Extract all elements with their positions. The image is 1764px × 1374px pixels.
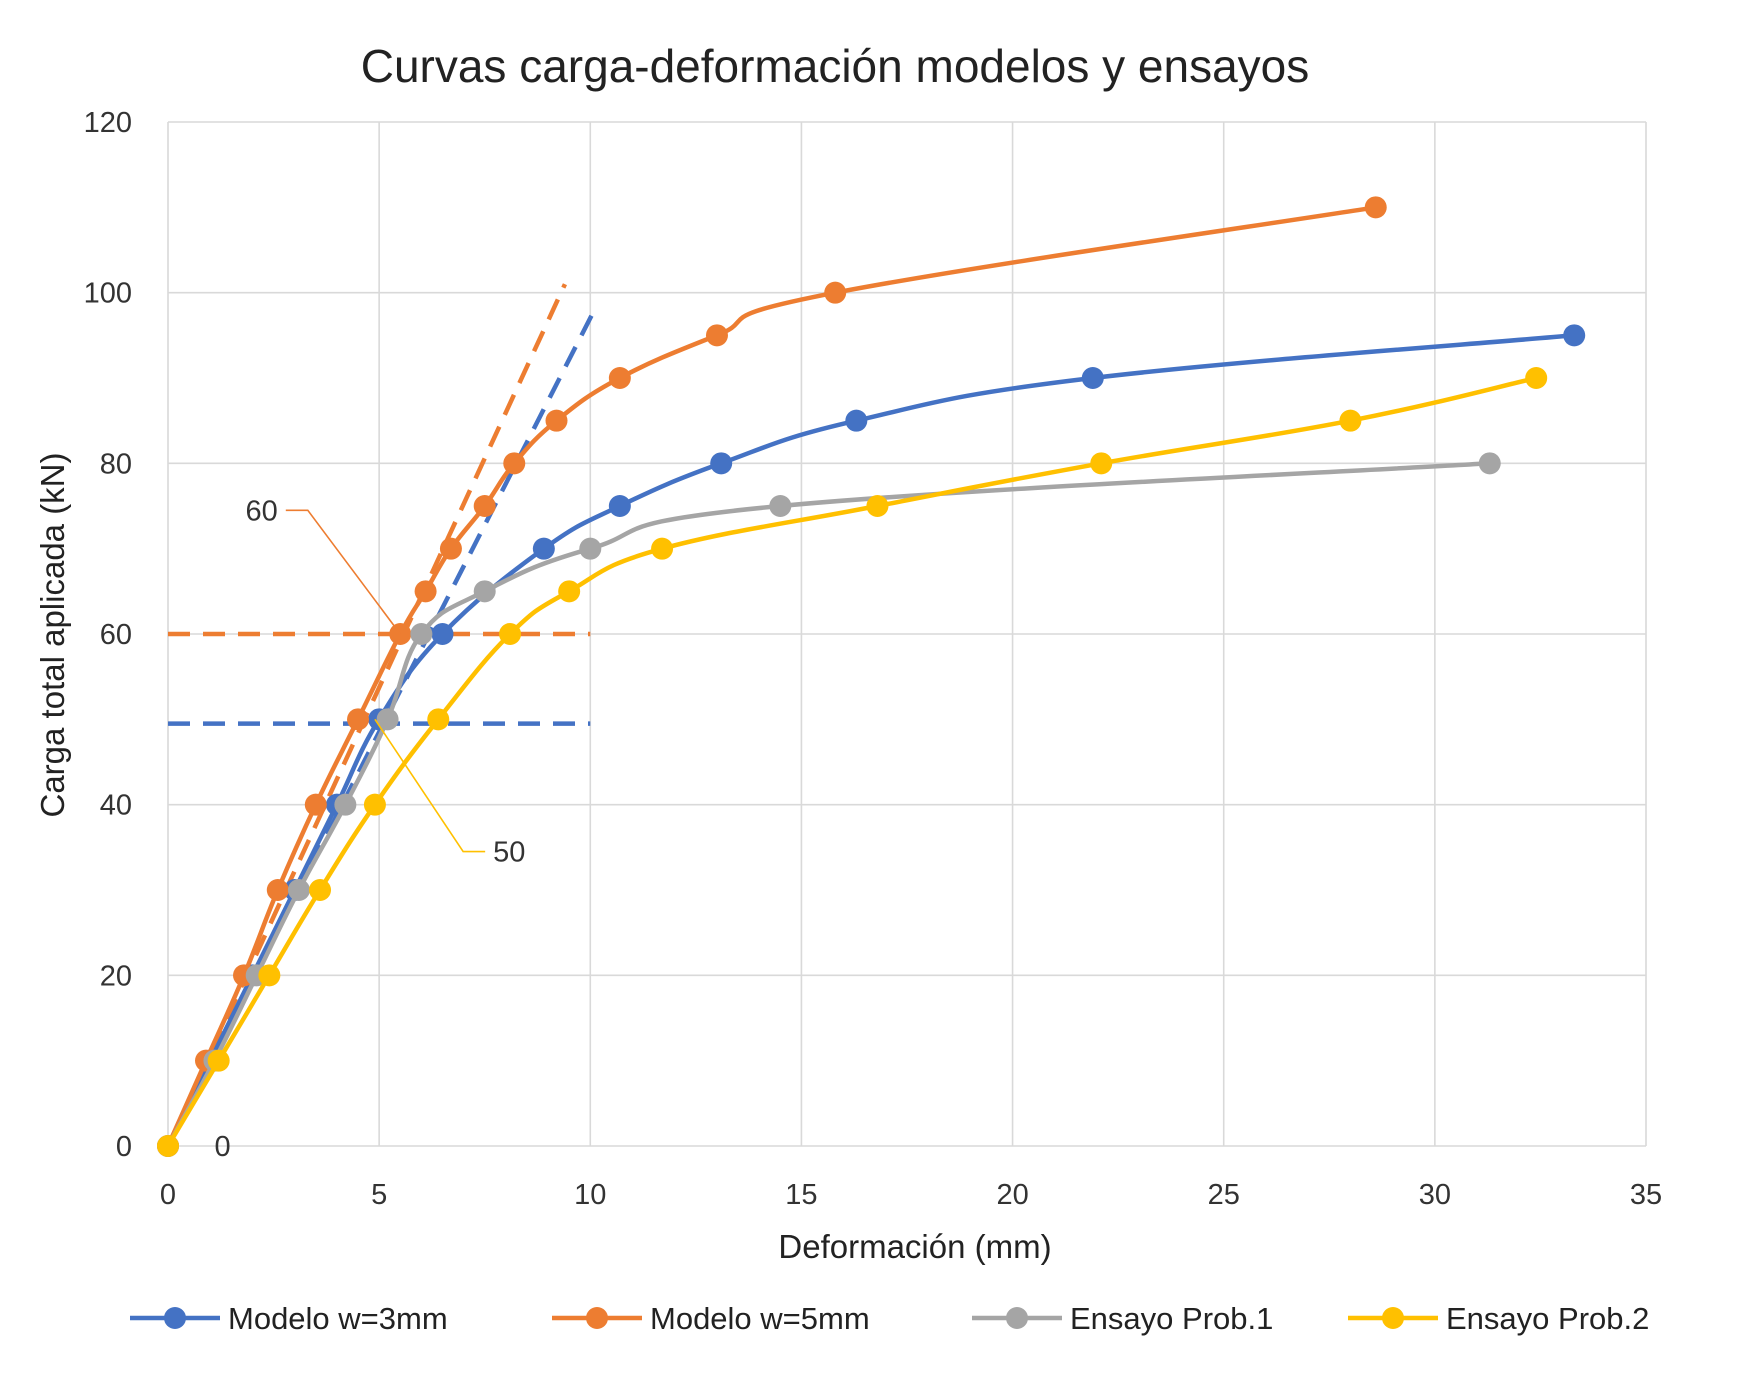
series-line: [166, 375, 1537, 1148]
y-axis-label: Carga total aplicada (kN): [34, 453, 71, 818]
data-point: [414, 580, 437, 603]
data-point: [558, 580, 581, 603]
series-1: [157, 324, 1586, 1157]
legend-label: Modelo w=3mm: [228, 1301, 448, 1336]
series-line: [165, 205, 1377, 1147]
data-point: [1339, 409, 1362, 432]
x-tick-label: 10: [574, 1179, 606, 1211]
legend-swatch-marker: [1006, 1307, 1028, 1329]
data-point: [1364, 196, 1387, 219]
data-point: [363, 793, 386, 816]
y-tick-label: 20: [100, 960, 132, 992]
data-point: [410, 623, 433, 645]
legend-item: Modelo w=5mm: [552, 1301, 870, 1336]
data-point: [1081, 367, 1104, 389]
chart-title: Curvas carga-deformación modelos y ensay…: [361, 40, 1310, 92]
annotation-label: 0: [214, 1131, 230, 1163]
legend-item: Modelo w=3mm: [130, 1301, 448, 1336]
data-point: [347, 708, 370, 731]
data-point: [769, 495, 792, 517]
data-point: [334, 793, 357, 816]
x-tick-label: 15: [785, 1179, 817, 1211]
x-tick-label: 25: [1208, 1179, 1240, 1211]
legend-item: Ensayo Prob.2: [1348, 1301, 1649, 1336]
data-point: [651, 537, 674, 560]
x-axis-label: Deformación (mm): [778, 1228, 1051, 1265]
x-tick-label: 35: [1630, 1179, 1662, 1211]
data-point: [266, 879, 289, 901]
tick-labels: 0 5 10 15 20 25 30 35 0 20 40 60 80 100 120: [84, 107, 1663, 1211]
y-tick-label: 60: [100, 619, 132, 651]
data-point: [710, 452, 733, 475]
data-point: [499, 623, 522, 645]
legend-swatch-marker: [164, 1307, 186, 1329]
data-point: [545, 409, 568, 432]
legend-label: Ensayo Prob.1: [1070, 1301, 1273, 1336]
data-point: [1525, 367, 1548, 389]
data-point: [473, 495, 496, 517]
data-point: [287, 879, 310, 901]
x-tick-label: 0: [160, 1179, 176, 1211]
series-4: [157, 367, 1548, 1157]
series-2: [157, 196, 1387, 1157]
series-line: [165, 333, 1575, 1147]
data-point: [258, 964, 281, 987]
data-point: [1090, 452, 1113, 475]
data-point: [207, 1049, 230, 1072]
data-point: [1563, 324, 1586, 347]
legend-label: Ensayo Prob.2: [1446, 1301, 1649, 1336]
y-tick-label: 120: [84, 107, 132, 139]
data-point: [705, 324, 728, 347]
data-point: [866, 495, 889, 517]
data-point: [608, 495, 631, 517]
data-point: [376, 708, 399, 731]
data-point: [439, 537, 462, 560]
data-point: [503, 452, 526, 475]
data-point: [579, 537, 602, 560]
legend: Modelo w=3mm Modelo w=5mm Ensayo Prob.1 Ens…: [130, 1301, 1649, 1336]
annotation-label: 60: [246, 495, 278, 527]
x-tick-label: 20: [996, 1179, 1028, 1211]
legend-label: Modelo w=5mm: [650, 1301, 870, 1336]
y-tick-label: 40: [100, 790, 132, 822]
data-point: [1478, 452, 1501, 475]
data-point: [157, 1135, 179, 1157]
series-group: [157, 196, 1586, 1157]
data-point: [304, 793, 327, 816]
data-point: [431, 623, 454, 645]
data-point: [427, 708, 450, 731]
legend-swatch-marker: [586, 1307, 608, 1329]
legend-item: Ensayo Prob.1: [972, 1301, 1273, 1336]
data-point: [608, 367, 631, 389]
annotations: 60 50 0: [214, 495, 525, 1163]
x-tick-label: 5: [371, 1179, 387, 1211]
annotation-label: 50: [493, 837, 525, 869]
annotation-leader-line: [285, 509, 401, 635]
x-tick-label: 30: [1419, 1179, 1451, 1211]
data-point: [473, 580, 496, 603]
y-tick-label: 100: [84, 278, 132, 310]
data-point: [845, 409, 868, 432]
data-point: [309, 879, 332, 901]
annotation-leader-line: [374, 718, 486, 853]
data-point: [824, 281, 847, 304]
y-tick-label: 0: [116, 1131, 132, 1163]
data-point: [532, 537, 555, 560]
y-tick-label: 80: [100, 448, 132, 480]
legend-swatch-marker: [1382, 1307, 1404, 1329]
